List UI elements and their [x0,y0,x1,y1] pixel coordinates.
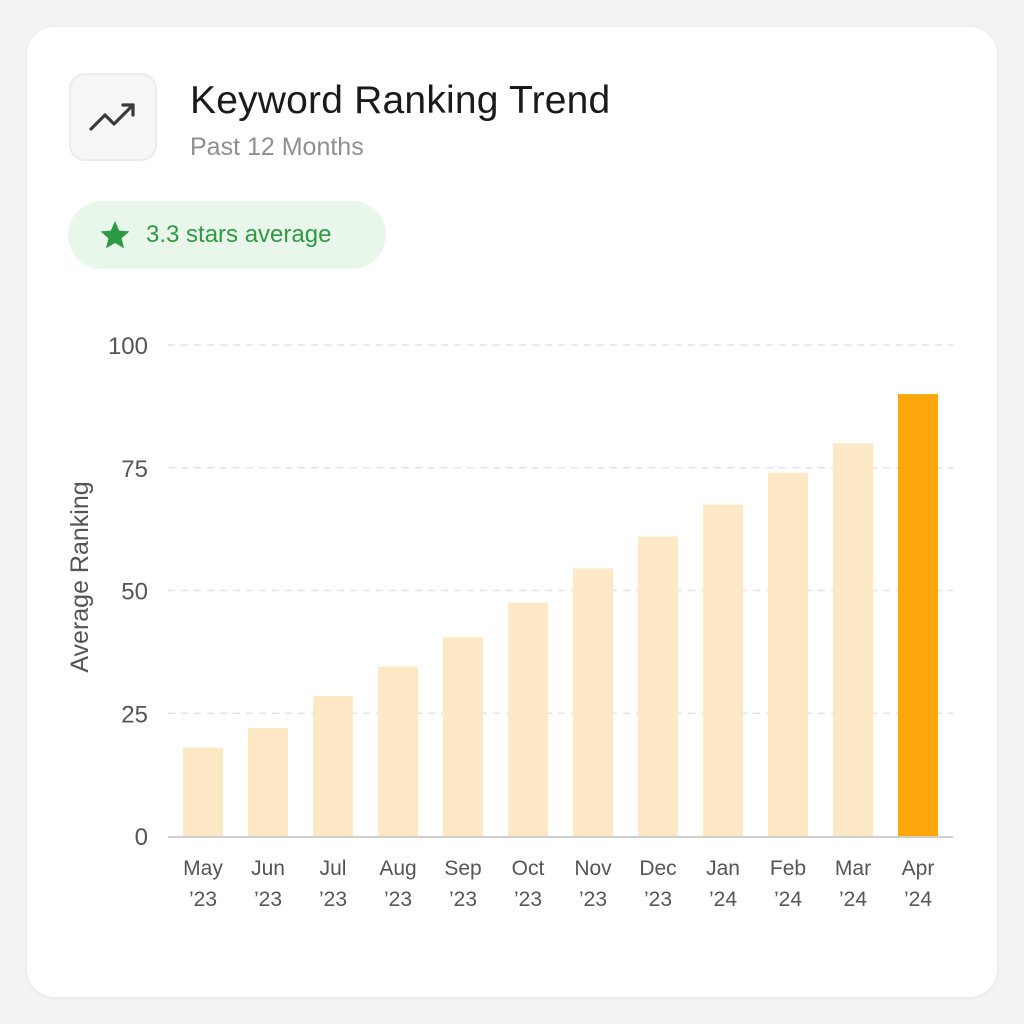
x-tick-label-year-5: ’23 [514,888,542,911]
x-tick-label-month-11: Apr [902,857,935,880]
bar-5 [508,602,548,836]
star-icon [100,221,130,249]
x-tick-label-year-3: ’23 [384,888,412,911]
x-tick-label-month-2: Jul [320,857,347,880]
trending-up-icon [89,103,135,131]
bar-0 [183,747,223,836]
y-tick-label-0: 0 [135,824,148,851]
y-tick-label-25: 25 [121,701,148,728]
x-tick-label-month-4: Sep [444,857,481,880]
x-tick-label-month-1: Jun [251,857,285,880]
bar-2 [313,696,353,836]
x-tick-label-year-7: ’23 [644,888,672,911]
x-tick-label-year-2: ’23 [319,888,347,911]
bar-3 [378,666,418,836]
x-tick-label-year-6: ’23 [579,888,607,911]
x-tick-label-year-1: ’23 [254,888,282,911]
x-tick-label-month-0: May [183,857,223,880]
chart-title: Keyword Ranking Trend [190,79,611,122]
chart-subtitle: Past 12 Months [190,133,364,161]
bar-7 [638,536,678,836]
bar-4 [443,637,483,836]
rating-badge: 3.3 stars average [68,201,386,269]
x-tick-label-year-10: ’24 [839,888,867,911]
x-tick-label-month-6: Nov [574,857,612,880]
x-tick-label-year-11: ’24 [904,888,932,911]
x-tick-label-month-10: Mar [835,857,871,880]
x-tick-label-year-0: ’23 [189,888,217,911]
x-tick-label-month-7: Dec [639,857,676,880]
y-tick-label-50: 50 [121,579,148,606]
x-tick-label-year-9: ’24 [774,888,802,911]
y-axis-label: Average Ranking [66,481,94,672]
y-tick-label-100: 100 [108,333,148,360]
x-tick-label-month-9: Feb [770,857,806,880]
x-tick-label-month-5: Oct [512,857,545,880]
trend-icon-container [69,73,157,161]
x-tick-label-month-8: Jan [706,857,740,880]
x-tick-label-year-4: ’23 [449,888,477,911]
x-tick-label-month-3: Aug [379,857,416,880]
bar-8 [703,504,743,836]
bar-9 [768,472,808,836]
bar-11 [898,394,938,836]
bar-1 [248,727,288,836]
x-tick-label-year-8: ’24 [709,888,737,911]
y-tick-label-75: 75 [121,456,148,483]
rating-badge-text: 3.3 stars average [146,221,332,248]
bar-6 [573,568,613,836]
bar-10 [833,443,873,836]
